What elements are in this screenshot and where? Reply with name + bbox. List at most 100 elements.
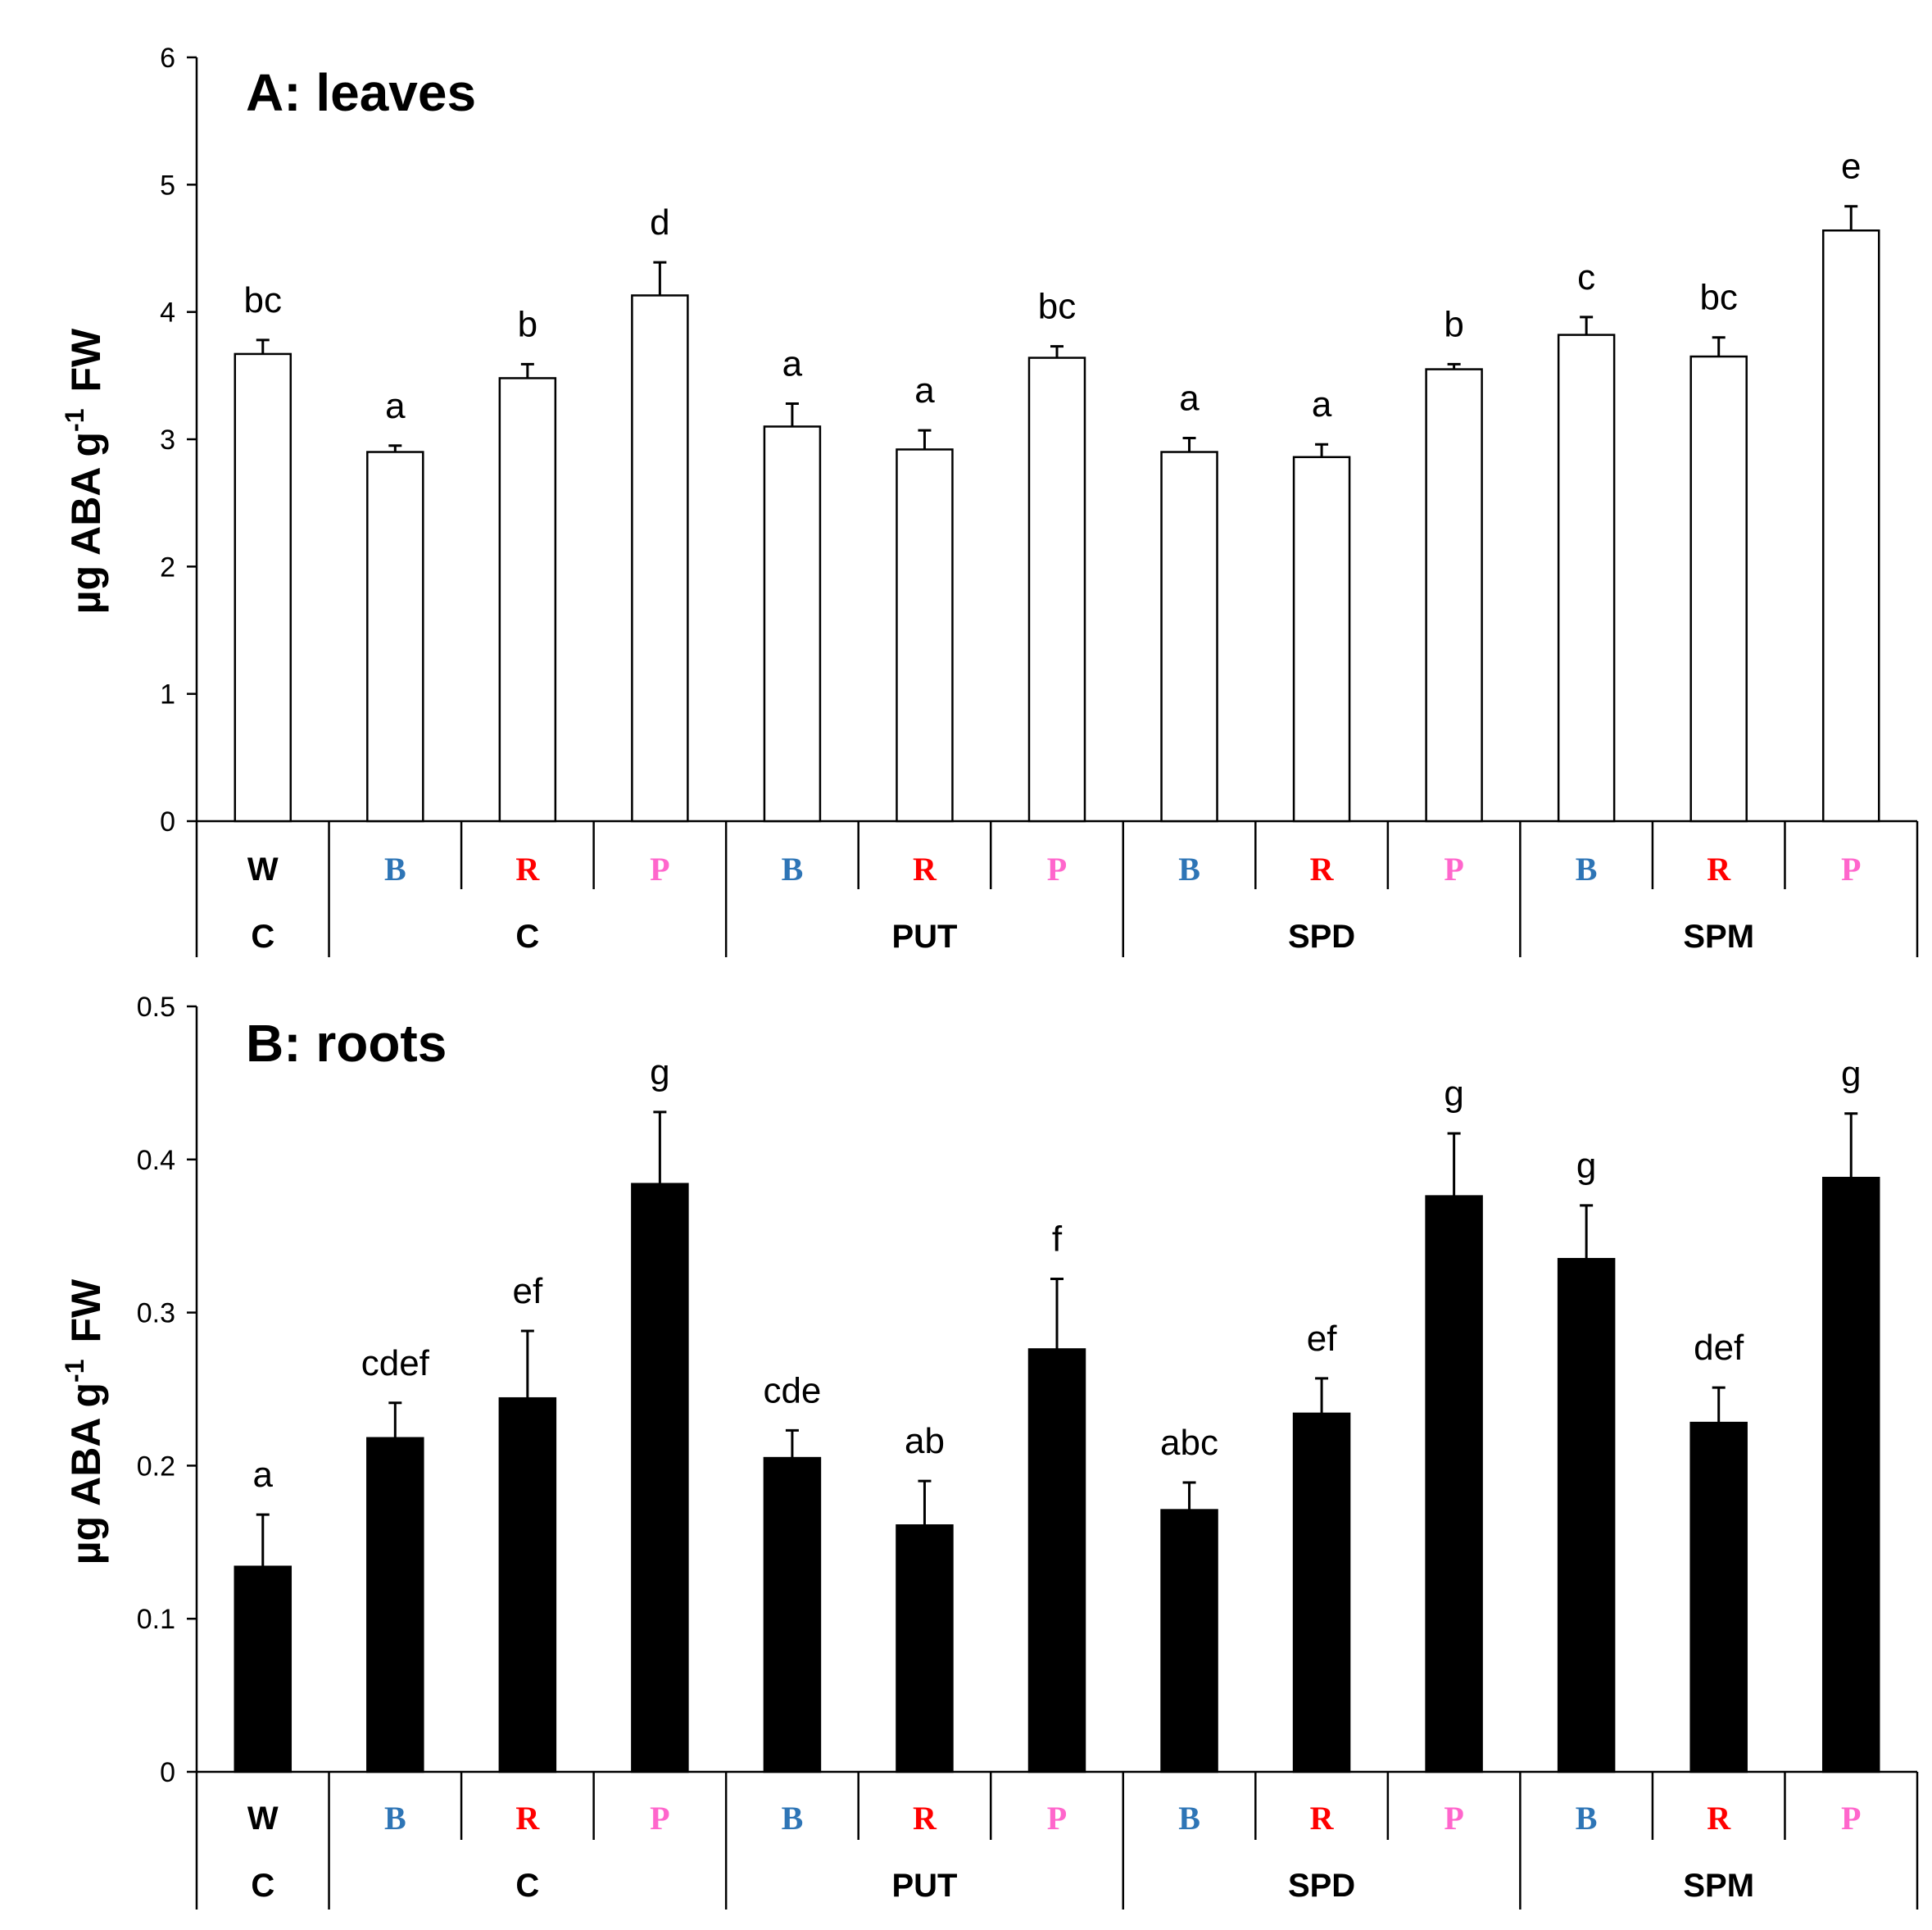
panel-title-roots: B: roots (246, 1014, 447, 1073)
light-label-roots: P (1841, 1800, 1861, 1837)
y-tick-label-leaves: 6 (160, 43, 175, 74)
light-label-leaves: B (384, 851, 406, 888)
group-label-leaves: PUT (891, 919, 957, 955)
bar-leaves (631, 294, 689, 823)
significance-letter-leaves: bc (1699, 278, 1737, 318)
light-label-leaves: P (1444, 851, 1463, 888)
y-tick-label-roots: 0.1 (137, 1604, 175, 1635)
y-tick-label-leaves: 5 (160, 170, 175, 201)
significance-letter-leaves: d (650, 202, 669, 243)
bar-leaves (896, 448, 954, 823)
significance-letter-leaves: a (385, 386, 406, 426)
y-tick-label-leaves: 3 (160, 425, 175, 456)
light-label-roots: P (1444, 1800, 1463, 1837)
significance-letter-roots: abc (1160, 1423, 1218, 1463)
y-tick-label-leaves: 4 (160, 297, 175, 329)
y-tick-label-leaves: 2 (160, 552, 175, 583)
bar-leaves (1425, 368, 1483, 823)
light-label-leaves: P (1841, 851, 1861, 888)
panel-title-leaves: A: leaves (246, 63, 476, 122)
light-label-roots: P (650, 1800, 669, 1837)
bar-roots (234, 1565, 293, 1773)
bar-roots (763, 1456, 822, 1773)
significance-letter-leaves: c (1577, 257, 1595, 297)
bar-leaves (1689, 355, 1748, 823)
light-label-leaves: B (1576, 851, 1598, 888)
significance-letter-roots: g (1576, 1146, 1596, 1186)
bar-leaves (763, 425, 822, 823)
bar-roots (1557, 1257, 1616, 1773)
group-label-roots: SPM (1683, 1868, 1754, 1904)
y-tick-label-roots: 0.3 (137, 1298, 175, 1329)
light-label-roots: R (515, 1800, 540, 1837)
light-label-roots: B (1178, 1800, 1200, 1837)
bar-leaves (498, 377, 557, 823)
y-tick-label-roots: 0 (160, 1757, 175, 1788)
significance-letter-roots: a (253, 1455, 274, 1495)
significance-letter-leaves: a (1179, 378, 1200, 418)
significance-letter-leaves: e (1841, 147, 1861, 187)
significance-letter-leaves: bc (1038, 287, 1076, 327)
light-label-leaves: R (515, 851, 540, 888)
bar-leaves (1292, 456, 1351, 823)
significance-letter-roots: cde (763, 1370, 821, 1410)
group-label-leaves: C (251, 919, 274, 955)
y-tick-label-roots: 0.2 (137, 1451, 175, 1482)
significance-letter-roots: g (650, 1052, 669, 1092)
significance-letter-roots: ef (1307, 1319, 1337, 1359)
significance-letter-roots: g (1444, 1074, 1463, 1114)
y-tick-label-leaves: 1 (160, 679, 175, 711)
significance-letter-leaves: a (1312, 384, 1332, 425)
bar-roots (498, 1396, 557, 1773)
bar-roots (1292, 1412, 1351, 1773)
bar-roots (1821, 1176, 1880, 1773)
panel-leaves: A: leaves µg ABA g-1FW 0123456bcabdaabca… (60, 43, 1919, 957)
significance-letter-roots: cdef (361, 1343, 430, 1383)
y-axis-title-roots: µg ABA g-1FW (60, 1278, 109, 1564)
light-label-leaves: R (913, 851, 937, 888)
significance-letter-roots: f (1052, 1219, 1063, 1260)
light-label-leaves: B (1178, 851, 1200, 888)
bar-roots (1160, 1509, 1218, 1773)
significance-letter-roots: g (1841, 1054, 1861, 1094)
group-label-roots: SPD (1288, 1868, 1355, 1904)
light-label-leaves: P (650, 851, 669, 888)
light-label-roots: B (782, 1800, 804, 1837)
group-label-roots: C (515, 1868, 539, 1904)
bar-leaves (1027, 356, 1086, 823)
bar-roots (1425, 1195, 1483, 1773)
light-label-leaves: R (1707, 851, 1731, 888)
group-label-leaves: C (515, 919, 539, 955)
significance-letter-leaves: b (518, 304, 537, 344)
bar-leaves (1160, 451, 1218, 823)
bar-roots (631, 1183, 689, 1773)
significance-letter-roots: ab (905, 1421, 945, 1461)
bar-leaves (234, 352, 293, 823)
light-label-roots: R (1310, 1800, 1335, 1837)
significance-letter-leaves: a (914, 370, 935, 411)
group-label-roots: C (251, 1868, 274, 1904)
bar-roots (896, 1524, 954, 1773)
significance-letter-roots: ef (512, 1271, 542, 1311)
significance-letter-leaves: bc (244, 280, 282, 320)
light-label-leaves: B (782, 851, 804, 888)
group-label-leaves: SPD (1288, 919, 1355, 955)
light-label-leaves: R (1310, 851, 1335, 888)
light-label-roots: B (384, 1800, 406, 1837)
light-label-roots: B (1576, 1800, 1598, 1837)
bar-leaves (1557, 334, 1616, 823)
panel-roots: B: roots µg ABA g-1FW 0 0.1 0.2 0.3 0.4 0.5 a c… (60, 992, 1919, 1910)
y-tick-label-roots: 0.5 (137, 992, 175, 1023)
light-label-roots: R (1707, 1800, 1731, 1837)
light-label-roots: R (913, 1800, 937, 1837)
bar-leaves (1821, 229, 1880, 823)
light-label-roots: P (1047, 1800, 1067, 1837)
light-label-leaves: P (1047, 851, 1067, 888)
bar-roots (366, 1437, 424, 1773)
significance-letter-roots: def (1694, 1328, 1744, 1368)
y-axis-title-leaves: µg ABA g-1FW (60, 328, 109, 614)
bar-roots (1027, 1348, 1086, 1773)
bar-leaves (366, 451, 424, 823)
significance-letter-leaves: b (1444, 304, 1463, 344)
